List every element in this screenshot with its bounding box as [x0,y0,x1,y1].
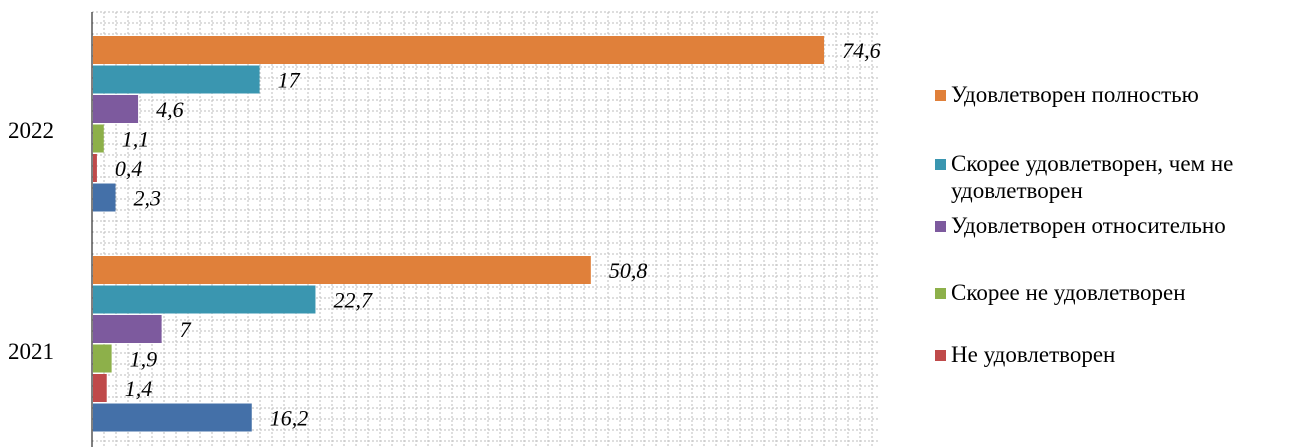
legend-swatch-4 [935,350,946,361]
bar-2022-5 [93,183,116,212]
bar-2021-0 [93,256,591,284]
legend-label-2: Удовлетворен относительно [951,213,1226,238]
legend-item-0: Удовлетворен полностью [935,81,1307,108]
legend-label-4: Не удовлетворен [951,342,1116,367]
legend-item-1: Скорее удовлетворен, чем не удовлетворен [935,150,1307,204]
value-label-2022-5: 2,3 [134,186,162,211]
category-label-2021: 2021 [8,339,54,364]
bar-2021-4 [93,374,107,402]
legend-label-3: Скорее не удовлетворен [951,280,1186,305]
legend-item-3: Скорее не удовлетворен [935,279,1307,306]
bar-2021-1 [93,285,316,314]
bar-2022-1 [93,65,260,94]
legend-swatch-3 [935,288,946,299]
value-label-2021-5: 16,2 [270,406,309,431]
legend: Удовлетворен полностью Скорее удовлетвор… [935,0,1307,447]
value-label-2022-3: 1,1 [122,127,150,152]
legend-item-4: Не удовлетворен [935,341,1307,368]
bar-2021-3 [93,344,112,373]
bar-2022-2 [93,95,139,123]
bar-chart: 74,6 17 4,61,1 0,4 2,3 50,8 22,7 7 1,9 1,4 16,2 20… [8,11,881,447]
bar-2022-3 [93,124,104,153]
value-label-2022-0: 74,6 [842,38,881,63]
bar-2022-0 [93,36,825,64]
chart-grid [92,11,880,447]
legend-swatch-2 [935,221,946,232]
legend-swatch-1 [935,159,946,170]
value-label-2021-3: 1,9 [130,347,158,372]
value-labels: 74,6 17 4,61,1 0,4 2,3 50,8 22,7 7 1,9 1,4 16,2 [115,38,881,431]
value-label-2021-4: 1,4 [125,376,153,401]
legend-label-1: Скорее удовлетворен, чем не удовлетворен [951,151,1234,203]
legend-item-2: Удовлетворен относительно [935,212,1307,239]
value-label-2022-1: 17 [278,68,301,93]
value-label-2022-4: 0,4 [115,156,143,181]
bar-2021-5 [93,403,252,432]
value-label-2022-2: 4,6 [156,97,184,122]
value-label-2021-0: 50,8 [609,258,648,283]
bar-2021-2 [93,315,162,343]
value-label-2021-1: 22,7 [333,288,373,313]
legend-swatch-0 [935,90,946,101]
legend-label-0: Удовлетворен полностью [951,82,1199,107]
bars [93,36,825,432]
category-label-2022: 2022 [8,118,54,143]
bar-2022-4 [93,154,97,182]
value-label-2021-2: 7 [180,317,192,342]
